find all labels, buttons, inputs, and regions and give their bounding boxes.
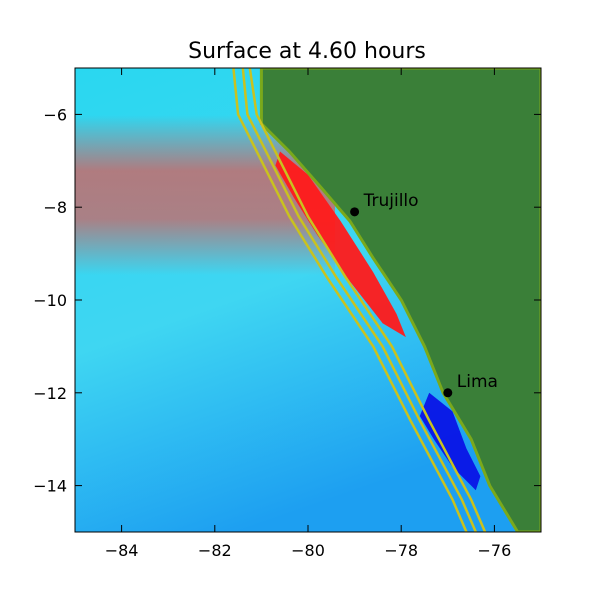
x-tick-label: −76 [478, 541, 512, 560]
wave-region-high [275, 151, 406, 338]
x-axis: −84 −82 −80 −78 −76 [105, 68, 512, 560]
y-tick-label: −10 [33, 291, 67, 310]
contour-line-1 [232, 68, 468, 532]
contour-line-3 [248, 68, 487, 532]
land-mass [259, 68, 541, 532]
x-tick-label: −84 [105, 541, 139, 560]
chart-title: Surface at 4.60 hours [188, 39, 426, 64]
y-tick-label: −8 [43, 198, 67, 217]
x-tick-label: −78 [384, 541, 418, 560]
y-tick-label: −14 [33, 477, 67, 496]
city-label-trujillo: Trujillo [363, 191, 419, 211]
city-marker-lima [443, 388, 453, 398]
contour-line-2 [241, 68, 477, 532]
y-axis: −6 −8 −10 −12 −14 [33, 105, 541, 496]
y-tick-label: −6 [43, 105, 67, 124]
wave-region-low [419, 392, 481, 491]
city-label-lima: Lima [457, 372, 498, 392]
x-tick-label: −82 [198, 541, 232, 560]
x-tick-label: −80 [291, 541, 325, 560]
city-marker-trujillo [350, 207, 360, 217]
y-tick-label: −12 [33, 384, 67, 403]
